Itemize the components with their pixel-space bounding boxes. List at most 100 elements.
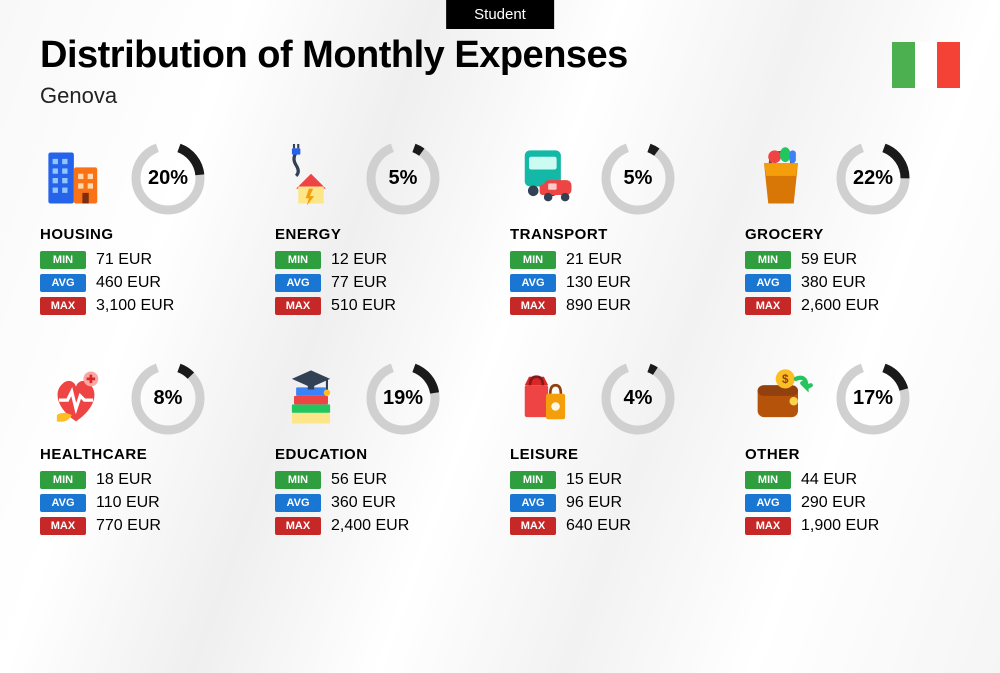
avg-badge: AVG [510,494,556,512]
other-min-row: MIN 44 EUR [745,471,960,489]
housing-max-row: MAX 3,100 EUR [40,297,255,315]
energy-icon [275,142,347,214]
grocery-avg-row: AVG 380 EUR [745,274,960,292]
grocery-max-val: 2,600 EUR [801,297,879,315]
education-icon [275,362,347,434]
card-transport: 5% TRANSPORT MIN 21 EUR AVG 130 EUR MAX … [510,140,725,320]
leisure-avg-row: AVG 96 EUR [510,494,725,512]
avg-badge: AVG [510,274,556,292]
min-badge: MIN [275,251,321,269]
card-other: $ 17% OTHER MIN 44 EUR AVG 290 EUR MAX 1… [745,360,960,540]
card-grocery: 22% GROCERY MIN 59 EUR AVG 380 EUR MAX 2… [745,140,960,320]
leisure-max-row: MAX 640 EUR [510,517,725,535]
expense-grid: 20% HOUSING MIN 71 EUR AVG 460 EUR MAX 3… [40,140,960,540]
max-badge: MAX [275,297,321,315]
energy-pct: 5% [365,140,441,216]
education-label: EDUCATION [275,446,490,463]
svg-text:$: $ [782,373,789,386]
leisure-pct: 4% [600,360,676,436]
healthcare-donut: 8% [130,360,206,436]
healthcare-icon [40,362,112,434]
other-pct: 17% [835,360,911,436]
healthcare-label: HEALTHCARE [40,446,255,463]
leisure-label: LEISURE [510,446,725,463]
max-badge: MAX [275,517,321,535]
min-badge: MIN [745,251,791,269]
city-subtitle: Genova [40,83,960,109]
education-min-row: MIN 56 EUR [275,471,490,489]
transport-label: TRANSPORT [510,226,725,243]
flag-stripe-white [915,42,938,88]
transport-avg-val: 130 EUR [566,274,631,292]
leisure-min-val: 15 EUR [566,471,622,489]
housing-pct: 20% [130,140,206,216]
housing-min-row: MIN 71 EUR [40,251,255,269]
transport-min-val: 21 EUR [566,251,622,269]
other-icon: $ [745,362,817,434]
min-badge: MIN [510,471,556,489]
max-badge: MAX [745,517,791,535]
leisure-max-val: 640 EUR [566,517,631,535]
housing-avg-val: 460 EUR [96,274,161,292]
energy-donut: 5% [365,140,441,216]
education-max-row: MAX 2,400 EUR [275,517,490,535]
energy-avg-row: AVG 77 EUR [275,274,490,292]
housing-icon [40,142,112,214]
education-min-val: 56 EUR [331,471,387,489]
min-badge: MIN [275,471,321,489]
other-label: OTHER [745,446,960,463]
leisure-donut: 4% [600,360,676,436]
min-badge: MIN [510,251,556,269]
housing-max-val: 3,100 EUR [96,297,174,315]
card-housing: 20% HOUSING MIN 71 EUR AVG 460 EUR MAX 3… [40,140,255,320]
transport-icon [510,142,582,214]
energy-min-row: MIN 12 EUR [275,251,490,269]
other-max-row: MAX 1,900 EUR [745,517,960,535]
avg-badge: AVG [745,274,791,292]
healthcare-avg-val: 110 EUR [96,494,160,512]
healthcare-pct: 8% [130,360,206,436]
leisure-icon [510,362,582,434]
grocery-min-row: MIN 59 EUR [745,251,960,269]
max-badge: MAX [510,517,556,535]
other-donut: 17% [835,360,911,436]
grocery-donut: 22% [835,140,911,216]
min-badge: MIN [40,251,86,269]
transport-min-row: MIN 21 EUR [510,251,725,269]
card-energy: 5% ENERGY MIN 12 EUR AVG 77 EUR MAX 510 … [275,140,490,320]
education-donut: 19% [365,360,441,436]
avg-badge: AVG [275,494,321,512]
healthcare-max-val: 770 EUR [96,517,161,535]
grocery-label: GROCERY [745,226,960,243]
transport-max-row: MAX 890 EUR [510,297,725,315]
leisure-min-row: MIN 15 EUR [510,471,725,489]
housing-min-val: 71 EUR [96,251,152,269]
grocery-min-val: 59 EUR [801,251,857,269]
energy-label: ENERGY [275,226,490,243]
card-education: 19% EDUCATION MIN 56 EUR AVG 360 EUR MAX… [275,360,490,540]
other-min-val: 44 EUR [801,471,857,489]
energy-avg-val: 77 EUR [331,274,387,292]
transport-donut: 5% [600,140,676,216]
other-max-val: 1,900 EUR [801,517,879,535]
healthcare-min-row: MIN 18 EUR [40,471,255,489]
italy-flag-icon [892,42,960,88]
min-badge: MIN [40,471,86,489]
flag-stripe-green [892,42,915,88]
education-avg-val: 360 EUR [331,494,396,512]
card-leisure: 4% LEISURE MIN 15 EUR AVG 96 EUR MAX 640… [510,360,725,540]
energy-max-val: 510 EUR [331,297,396,315]
energy-max-row: MAX 510 EUR [275,297,490,315]
education-avg-row: AVG 360 EUR [275,494,490,512]
flag-stripe-red [937,42,960,88]
healthcare-max-row: MAX 770 EUR [40,517,255,535]
energy-min-val: 12 EUR [331,251,387,269]
grocery-max-row: MAX 2,600 EUR [745,297,960,315]
housing-avg-row: AVG 460 EUR [40,274,255,292]
transport-avg-row: AVG 130 EUR [510,274,725,292]
max-badge: MAX [745,297,791,315]
grocery-pct: 22% [835,140,911,216]
min-badge: MIN [745,471,791,489]
max-badge: MAX [510,297,556,315]
healthcare-min-val: 18 EUR [96,471,152,489]
